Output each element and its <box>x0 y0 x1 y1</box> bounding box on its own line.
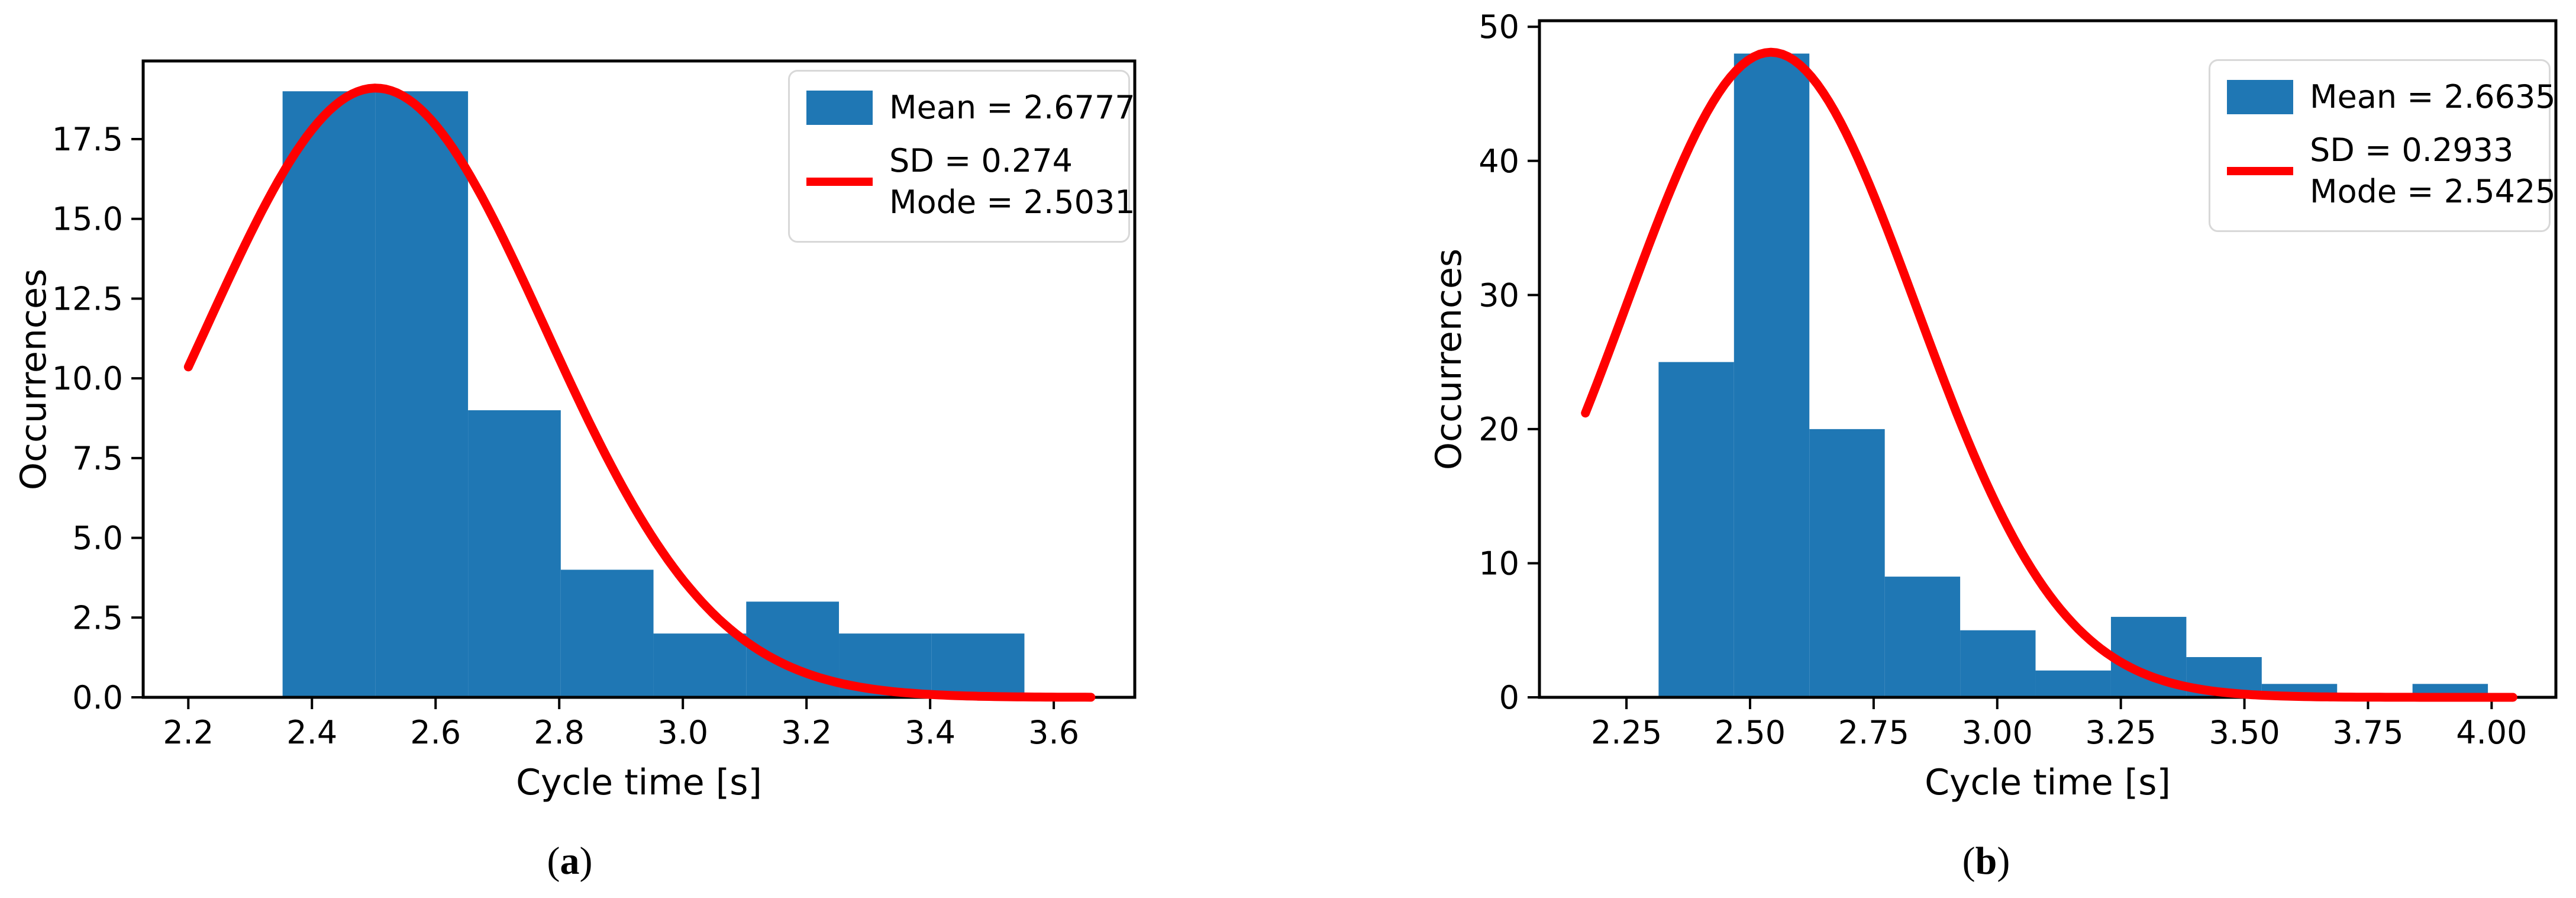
histogram-color-swatch <box>2227 80 2293 114</box>
legend-row-mean: Mean = 2.6777 <box>806 89 1135 126</box>
x-tick-label: 3.4 <box>905 714 955 751</box>
x-tick-label: 2.2 <box>163 714 214 751</box>
y-tick-label: 10.0 <box>52 360 123 397</box>
y-tick-label: 12.5 <box>52 280 123 317</box>
histogram-bar <box>282 91 376 697</box>
gaussian-fit-curve <box>183 83 1096 702</box>
x-tick-label: 3.6 <box>1028 714 1079 751</box>
legend-b: Mean = 2.6635 SD = 0.2933 Mode = 2.5425 <box>2209 59 2556 232</box>
histogram-color-swatch <box>806 91 873 125</box>
x-tick-label: 3.75 <box>2332 714 2403 751</box>
x-tick-label: 2.6 <box>410 714 461 751</box>
histogram-bar <box>375 91 469 697</box>
y-tick-label: 0.0 <box>72 679 123 716</box>
x-tick-label: 3.50 <box>2209 714 2280 751</box>
axes-spines <box>1538 19 2558 699</box>
y-tick-label: 17.5 <box>52 121 123 158</box>
gaussian-line-swatch <box>2227 167 2293 175</box>
histogram-bar <box>1658 362 1734 697</box>
histogram-bar <box>1884 577 1961 697</box>
legend-mode-label: Mode = 2.5031 <box>889 184 1135 221</box>
x-axis-label-a: Cycle time [s] <box>516 762 762 803</box>
gaussian-fit-curve <box>1581 47 2517 702</box>
x-tick-label: 2.50 <box>1715 714 1786 751</box>
y-tick-label: 10 <box>1479 545 1519 582</box>
y-tick-label: 50 <box>1479 8 1519 46</box>
figure-a: 2.2 2.4 2.6 2.8 3.0 3.2 3.4 3.6 0.0 2.5 5.0 7.5 10.0… <box>13 59 1137 883</box>
y-tick-label: 7.5 <box>72 440 123 477</box>
histogram-bar <box>1734 53 1810 697</box>
gaussian-line-swatch <box>806 178 873 186</box>
histogram-bar <box>1809 429 1885 697</box>
subfigure-caption-b: (b) <box>1962 839 2010 883</box>
x-tick-label: 2.25 <box>1591 714 1662 751</box>
x-tick-label: 4.00 <box>2456 714 2527 751</box>
y-axis-label-a: Occurrences <box>13 268 54 490</box>
legend-mean-label: Mean = 2.6777 <box>889 89 1135 126</box>
caption-letter: a <box>560 839 580 883</box>
y-tick-label: 30 <box>1479 276 1519 314</box>
y-tick-label: 5.0 <box>72 520 123 557</box>
histogram-bar <box>931 633 1025 697</box>
histogram-bar <box>2035 670 2111 697</box>
y-tick-label: 40 <box>1479 143 1519 180</box>
y-axis-label-b: Occurrences <box>1428 248 1470 470</box>
x-tick-label: 3.00 <box>1962 714 2033 751</box>
chart-a-canvas: 2.2 2.4 2.6 2.8 3.0 3.2 3.4 3.6 0.0 2.5 5.0 7.5 10.0… <box>52 59 1137 751</box>
x-axis-label-b: Cycle time [s] <box>1925 762 2171 803</box>
x-tick-label: 3.0 <box>657 714 708 751</box>
legend-row-fit: SD = 0.2933 Mode = 2.5425 <box>2227 130 2556 213</box>
legend-a: Mean = 2.6777 SD = 0.274 Mode = 2.5031 <box>788 70 1135 243</box>
figure-b: 2.25 2.50 2.75 3.00 3.25 3.50 3.75 4.00 0 10 20 30 4… <box>1288 0 2576 898</box>
histogram-bar <box>653 633 747 697</box>
y-tick-label: 2.5 <box>72 599 123 636</box>
subfigure-caption-a: (a) <box>547 839 593 883</box>
y-tick-label: 15.0 <box>52 201 123 238</box>
y-tick-label: 20 <box>1479 411 1519 448</box>
chart-b-canvas: 2.25 2.50 2.75 3.00 3.25 3.50 3.75 4.00 0 10 20 30 4… <box>1479 8 2558 751</box>
histogram-bar <box>1960 630 2036 697</box>
x-tick-label: 3.25 <box>2086 714 2157 751</box>
caption-letter: b <box>1975 839 1997 883</box>
y-tick-label: 0 <box>1499 679 1519 716</box>
legend-sd-label: SD = 0.274 <box>889 142 1073 179</box>
x-tick-label: 2.75 <box>1838 714 1909 751</box>
legend-row-fit: SD = 0.274 Mode = 2.5031 <box>806 140 1135 223</box>
histogram-bar <box>468 410 561 697</box>
legend-mean-label: Mean = 2.6635 <box>2310 78 2556 115</box>
legend-mode-label: Mode = 2.5425 <box>2310 173 2556 210</box>
legend-sd-label: SD = 0.2933 <box>2310 131 2514 169</box>
x-tick-label: 2.8 <box>534 714 585 751</box>
x-tick-label: 3.2 <box>781 714 832 751</box>
x-tick-label: 2.4 <box>286 714 337 751</box>
histogram-bar <box>560 569 654 697</box>
legend-row-mean: Mean = 2.6635 <box>2227 79 2556 115</box>
